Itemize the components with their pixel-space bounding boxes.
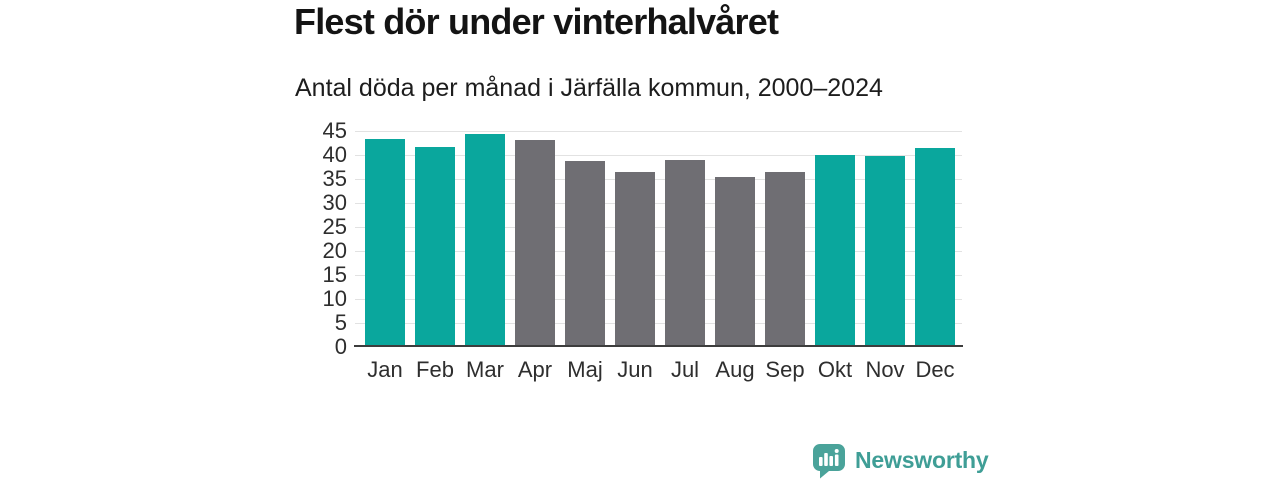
- gridline: [355, 155, 962, 156]
- bar-okt: [815, 154, 855, 347]
- bar-mar: [465, 134, 505, 347]
- bar-feb: [415, 146, 455, 347]
- newsworthy-logo-icon: [813, 444, 845, 479]
- x-tick-label: Feb: [416, 357, 454, 382]
- x-axis-labels: Jan Feb Mar Apr Maj Jun Jul Aug Sep Okt Nov Dec: [355, 357, 962, 385]
- y-tick-label: 35: [322, 166, 347, 191]
- x-axis-line: [354, 345, 963, 347]
- bar-jan: [365, 139, 405, 347]
- y-tick-label: 45: [322, 118, 347, 143]
- bar-dec: [915, 147, 955, 347]
- plot-area: [355, 131, 962, 347]
- gridline: [355, 179, 962, 180]
- y-tick-label: 15: [322, 262, 347, 287]
- y-axis-labels: 0 5 10 15 20 25 30 35 40 45: [285, 119, 347, 359]
- x-tick-label: Okt: [817, 357, 853, 382]
- gridline: [355, 323, 962, 324]
- brand-name: Newsworthy: [855, 447, 989, 473]
- y-tick-label: 0: [334, 334, 347, 359]
- bar-apr: [515, 139, 555, 347]
- y-tick-label: 40: [322, 142, 347, 167]
- bar-aug: [715, 177, 755, 347]
- x-tick-label: Dec: [915, 357, 955, 382]
- chart-subtitle: Antal döda per månad i Järfälla kommun, …: [295, 74, 883, 102]
- bar-nov: [865, 156, 905, 347]
- y-tick-label: 5: [334, 310, 347, 335]
- bar-maj: [565, 161, 605, 347]
- x-tick-label: Jun: [617, 357, 653, 382]
- brand-footer: Newsworthy: [812, 443, 989, 480]
- gridline: [355, 203, 962, 204]
- y-tick-label: 10: [322, 286, 347, 311]
- x-tick-label: Maj: [567, 357, 603, 382]
- gridline: [355, 275, 962, 276]
- x-tick-label: Jul: [670, 357, 700, 382]
- x-tick-label: Aug: [715, 357, 755, 382]
- gridline: [355, 251, 962, 252]
- gridline: [355, 299, 962, 300]
- x-tick-label: Nov: [865, 357, 905, 382]
- y-tick-label: 30: [322, 190, 347, 215]
- x-tick-label: Apr: [517, 357, 553, 382]
- y-tick-label: 25: [322, 214, 347, 239]
- gridline: [355, 227, 962, 228]
- x-tick-label: Jan: [367, 357, 403, 382]
- bar-sep: [765, 171, 805, 347]
- y-tick-label: 20: [322, 238, 347, 263]
- x-tick-label: Mar: [466, 357, 504, 382]
- gridline: [355, 131, 962, 132]
- bar-jun: [615, 172, 655, 347]
- bar-jul: [665, 160, 705, 347]
- chart-title: Flest dör under vinterhalvåret: [294, 1, 779, 42]
- x-tick-label: Sep: [765, 357, 805, 382]
